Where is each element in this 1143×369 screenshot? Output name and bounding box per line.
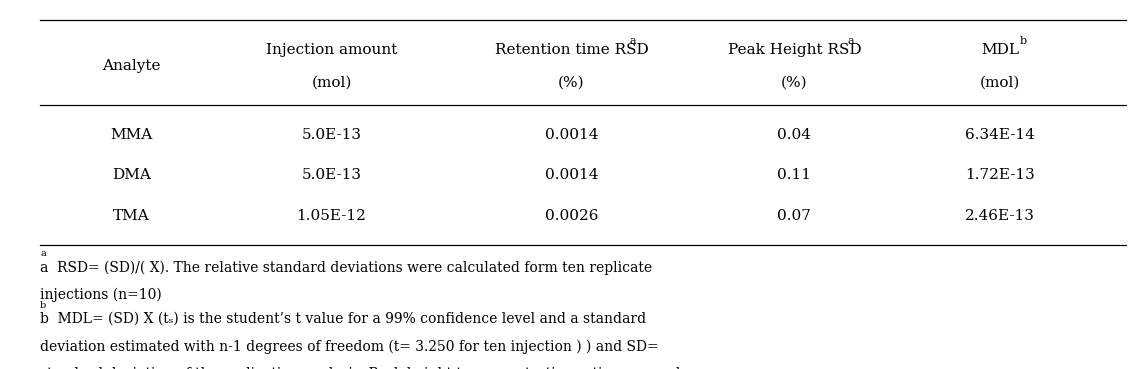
Text: Analyte: Analyte (102, 59, 161, 73)
Text: (%): (%) (781, 76, 808, 90)
Text: 5.0E-13: 5.0E-13 (302, 168, 361, 182)
Text: 0.0014: 0.0014 (545, 128, 598, 142)
Text: 0.04: 0.04 (777, 128, 812, 142)
Text: 0.0026: 0.0026 (545, 209, 598, 223)
Text: 0.0014: 0.0014 (545, 168, 598, 182)
Text: 0.11: 0.11 (777, 168, 812, 182)
Text: 6.34E-14: 6.34E-14 (965, 128, 1036, 142)
Text: a: a (847, 36, 854, 46)
Text: (%): (%) (558, 76, 585, 90)
Text: 2.46E-13: 2.46E-13 (965, 209, 1036, 223)
Text: 5.0E-13: 5.0E-13 (302, 128, 361, 142)
Text: (mol): (mol) (980, 76, 1021, 90)
Text: b  MDL= (SD) X (tₛ) is the student’s t value for a 99% confidence level and a st: b MDL= (SD) X (tₛ) is the student’s t va… (40, 312, 646, 326)
Text: 1.72E-13: 1.72E-13 (965, 168, 1036, 182)
Text: 0.07: 0.07 (777, 209, 812, 223)
Text: injections (n=10): injections (n=10) (40, 288, 162, 302)
Text: a: a (630, 36, 637, 46)
Text: TMA: TMA (113, 209, 150, 223)
Text: Retention time RSD: Retention time RSD (495, 43, 648, 57)
Text: a  RSD= (SD)/( Χ). The relative standard deviations were calculated form ten rep: a RSD= (SD)/( Χ). The relative standard … (40, 260, 653, 275)
Text: b: b (40, 301, 46, 310)
Text: b: b (1020, 36, 1026, 46)
Text: 1.05E-12: 1.05E-12 (296, 209, 367, 223)
Text: DMA: DMA (112, 168, 151, 182)
Text: MDL: MDL (981, 43, 1020, 57)
Text: (mol): (mol) (311, 76, 352, 90)
Text: deviation estimated with n-1 degrees of freedom (t= 3.250 for ten injection ) ) : deviation estimated with n-1 degrees of … (40, 339, 658, 354)
Text: a: a (40, 249, 46, 258)
Text: MMA: MMA (111, 128, 152, 142)
Text: standard deviation of the replication analysis. Peak height to concentration rat: standard deviation of the replication an… (40, 367, 680, 369)
Text: Peak Height RSD: Peak Height RSD (728, 43, 861, 57)
Text: Injection amount: Injection amount (266, 43, 397, 57)
